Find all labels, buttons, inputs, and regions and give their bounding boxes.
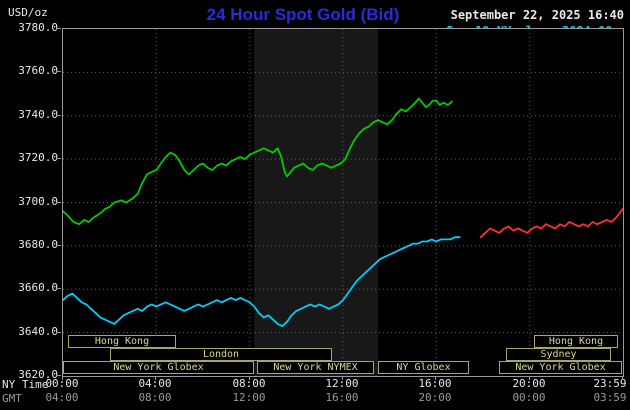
ny-time-tick-label: 04:00	[138, 377, 172, 390]
y-axis-tick-label: 3680.0	[18, 238, 58, 251]
session-box-sydney: Sydney	[506, 348, 611, 361]
price-line-sep-19-ny-close	[63, 236, 461, 328]
x-tick-mark	[529, 376, 530, 380]
y-axis-tick-label: 3720.0	[18, 151, 58, 164]
x-tick-mark	[62, 376, 63, 380]
session-box-hong-kong: Hong Kong	[534, 335, 618, 348]
session-box-london: London	[110, 348, 332, 361]
x-tick-mark	[435, 376, 436, 380]
ny-time-tick-label: 00:00	[45, 377, 79, 390]
x-tick-mark	[249, 376, 250, 380]
ny-time-tick-label: 12:00	[325, 377, 359, 390]
y-tick-mark	[56, 158, 61, 159]
y-tick-mark	[56, 288, 61, 289]
y-tick-mark	[56, 71, 61, 72]
y-axis-tick-label: 3640.0	[18, 325, 58, 338]
nymex-session-band	[254, 29, 378, 376]
session-box-ny-globex: NY Globex	[378, 361, 469, 374]
y-axis-tick-label: 3740.0	[18, 108, 58, 121]
gmt-tick-label: 20:00	[418, 391, 452, 404]
y-tick-mark	[56, 202, 61, 203]
gmt-tick-label: 03:59	[593, 391, 627, 404]
y-tick-mark	[56, 245, 61, 246]
session-box-new-york-nymex: New York NYMEX	[257, 361, 374, 374]
gmt-tick-label: 00:00	[512, 391, 546, 404]
ny-time-axis-label: NY Time	[2, 378, 49, 391]
x-tick-mark	[155, 376, 156, 380]
session-box-new-york-globex: New York Globex	[499, 361, 622, 374]
y-axis-tick-label: 3660.0	[18, 281, 58, 294]
x-tick-mark	[622, 376, 623, 380]
y-tick-mark	[56, 375, 61, 376]
y-axis-tick-label: 3780.0	[18, 21, 58, 34]
gmt-tick-label: 08:00	[138, 391, 172, 404]
ny-time-tick-label: 16:00	[418, 377, 452, 390]
gmt-tick-label: 12:00	[232, 391, 266, 404]
gmt-tick-label: 04:00	[45, 391, 79, 404]
chart-datetime: September 22, 2025 16:40	[450, 8, 624, 22]
y-tick-mark	[56, 332, 61, 333]
session-box-hong-kong: Hong Kong	[68, 335, 176, 348]
y-tick-mark	[56, 115, 61, 116]
gold-price-chart-svg	[63, 29, 623, 376]
chart-title: 24 Hour Spot Gold (Bid)	[206, 5, 400, 24]
gmt-tick-label: 16:00	[325, 391, 359, 404]
ny-time-tick-label: 08:00	[232, 377, 266, 390]
y-axis-tick-label: 3700.0	[18, 195, 58, 208]
x-tick-mark	[342, 376, 343, 380]
gmt-axis-label: GMT	[2, 392, 22, 405]
plot-area: Hong Kong Hong Kong London Sydney New York G…	[62, 28, 624, 377]
y-axis-tick-label: 3620.0	[18, 368, 58, 381]
ny-time-tick-label: 20:00	[512, 377, 546, 390]
ny-time-tick-label: 23:59	[593, 377, 627, 390]
price-line-sep-21-sunday	[479, 208, 623, 239]
y-axis-tick-label: 3760.0	[18, 64, 58, 77]
price-line-sep-22-last	[63, 97, 453, 226]
y-tick-mark	[56, 28, 61, 29]
session-box-new-york-globex: New York Globex	[63, 361, 254, 374]
y-axis-units: USD/oz	[8, 6, 48, 19]
session-bars: Hong Kong Hong Kong London Sydney New York G…	[63, 29, 623, 376]
